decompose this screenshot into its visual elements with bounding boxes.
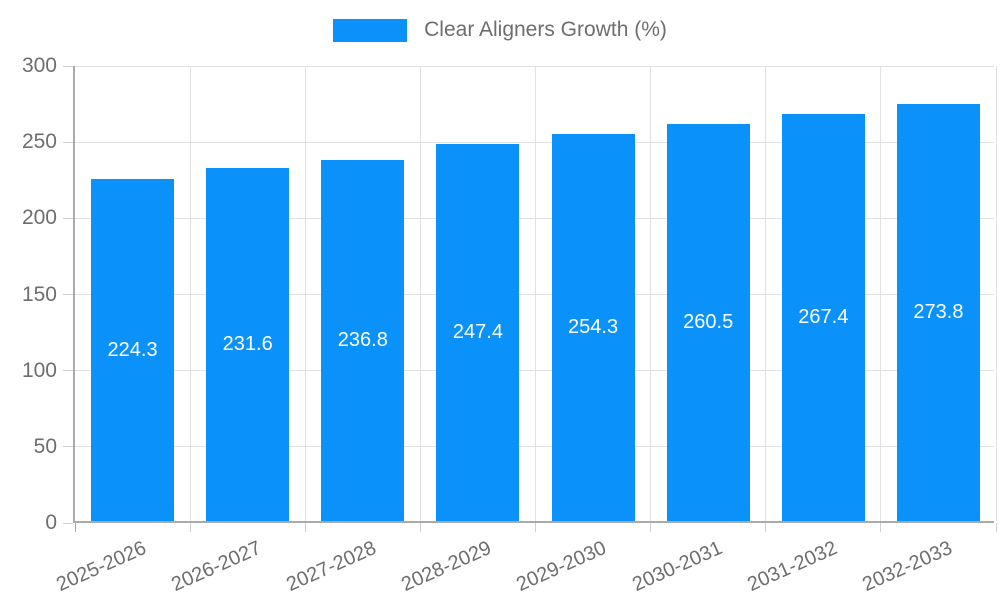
legend-swatch — [333, 18, 408, 42]
x-axis-tick-label: 2032-2033 — [859, 537, 956, 597]
y-axis-tick-label: 100 — [21, 358, 57, 382]
bar-2030-2031[interactable]: 260.5 — [666, 124, 750, 521]
x-axis-tick-label: 2026-2027 — [168, 537, 265, 597]
y-axis-tick-label: 0 — [45, 511, 57, 534]
x-axis-tick-label: 2025-2026 — [53, 537, 150, 597]
v-gridline — [304, 66, 306, 521]
x-tick-mark — [74, 523, 76, 532]
bar-value-label: 273.8 — [913, 300, 964, 323]
x-tick-mark — [535, 523, 536, 532]
x-axis-tick-label: 2028-2029 — [398, 537, 495, 597]
y-tick-mark — [63, 65, 73, 67]
x-tick-mark — [189, 523, 191, 532]
bar-2025-2026[interactable]: 224.3 — [91, 179, 175, 521]
y-axis-tick-label: 300 — [21, 54, 57, 77]
y-tick-mark — [63, 217, 73, 219]
legend-label: Clear Aligners Growth (%) — [424, 18, 667, 41]
h-gridline — [75, 141, 994, 143]
y-axis-tick-label: 200 — [21, 206, 57, 230]
y-axis-tick-label: 50 — [33, 434, 57, 458]
y-tick-mark — [63, 294, 73, 295]
v-gridline — [419, 66, 421, 521]
bar-value-label: 236.8 — [337, 329, 388, 352]
v-gridline — [765, 66, 767, 521]
h-gridline — [75, 217, 994, 219]
v-gridline — [535, 66, 536, 521]
bar-value-label: 267.4 — [798, 305, 849, 328]
h-gridline — [75, 294, 994, 295]
plot-area: 224.3 231.6 236.8 247.4 254.3 260.5 267.4 273.8… — [22, 54, 997, 596]
v-gridline — [995, 66, 997, 521]
bar-2028-2029[interactable]: 247.4 — [436, 144, 520, 521]
bar-2029-2030[interactable]: 254.3 — [551, 133, 635, 521]
x-axis-tick-label: 2027-2028 — [283, 537, 380, 597]
bar-2031-2032[interactable]: 267.4 — [781, 113, 865, 521]
x-axis-tick-label: 2030-2031 — [628, 537, 726, 597]
x-tick-mark — [995, 523, 997, 532]
bar-2026-2027[interactable]: 231.6 — [206, 168, 290, 521]
x-axis-tick-label: 2029-2030 — [513, 537, 611, 597]
h-gridline — [75, 370, 994, 372]
y-axis-tick-label: 150 — [21, 282, 57, 306]
bar-value-label: 231.6 — [222, 333, 273, 356]
y-tick-mark — [63, 141, 73, 143]
h-gridline — [75, 446, 994, 448]
bar-value-label: 260.5 — [683, 311, 734, 334]
x-tick-mark — [304, 523, 306, 532]
y-tick-mark — [63, 370, 73, 372]
v-gridline — [880, 66, 882, 521]
x-tick-mark — [650, 523, 652, 532]
x-axis-tick-label: 2031-2032 — [743, 537, 841, 597]
v-gridline — [650, 66, 652, 521]
x-tick-mark — [880, 523, 882, 532]
bar-value-label: 224.3 — [107, 338, 158, 361]
bar-value-label: 254.3 — [568, 315, 619, 338]
x-tick-mark — [419, 523, 421, 532]
bar-value-label: 247.4 — [452, 321, 503, 344]
y-tick-mark — [63, 446, 73, 448]
legend-item[interactable]: Clear Aligners Growth (%) — [0, 18, 1000, 42]
x-tick-mark — [765, 523, 767, 532]
bar-2032-2033[interactable]: 273.8 — [896, 103, 980, 521]
v-gridline — [189, 66, 191, 521]
y-tick-mark — [63, 522, 73, 524]
h-gridline — [75, 65, 994, 67]
bar-2027-2028[interactable]: 236.8 — [321, 160, 405, 521]
y-axis-tick-label: 250 — [21, 130, 57, 154]
